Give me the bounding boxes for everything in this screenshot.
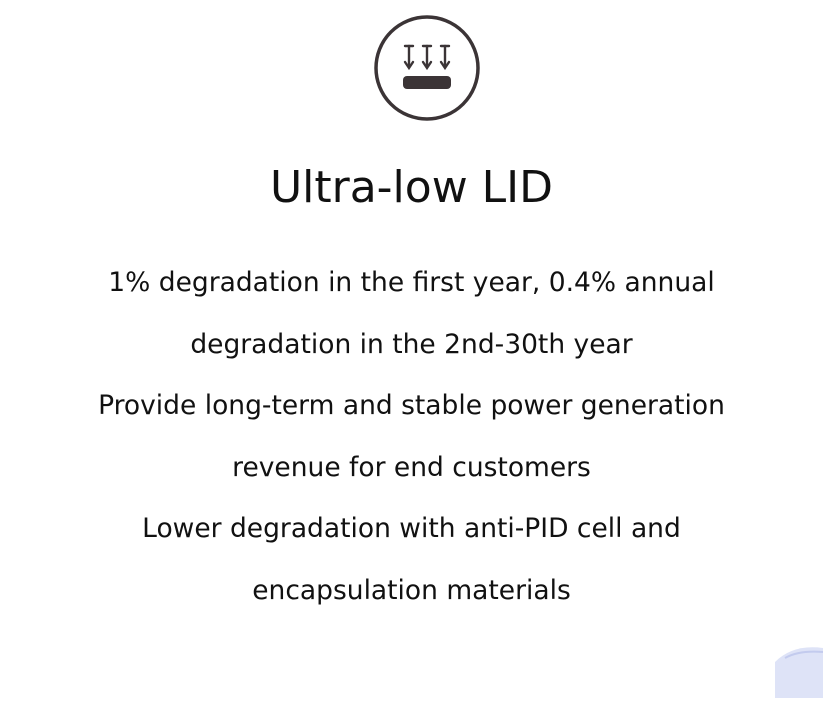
icon-graphic xyxy=(374,15,480,121)
icon-circle xyxy=(374,15,480,121)
panel-bar xyxy=(403,76,451,89)
description-line: revenue for end customers xyxy=(232,451,591,483)
corner-decoration xyxy=(775,638,823,698)
description-line: encapsulation materials xyxy=(252,574,571,606)
feature-description: 1% degradation in the first year, 0.4% a… xyxy=(0,252,823,621)
description-line: 1% degradation in the first year, 0.4% a… xyxy=(108,267,715,298)
description-line: Lower degradation with anti-PID cell and xyxy=(142,513,681,544)
description-line: degradation in the 2nd-30th year xyxy=(190,328,633,360)
feature-title: Ultra-low LID xyxy=(269,162,554,213)
arrow-icons xyxy=(403,44,451,71)
corner-decoration-shape xyxy=(775,647,823,698)
description-line: Provide long-term and stable power gener… xyxy=(98,390,725,421)
light-arrows-onto-panel-icon xyxy=(373,14,481,122)
